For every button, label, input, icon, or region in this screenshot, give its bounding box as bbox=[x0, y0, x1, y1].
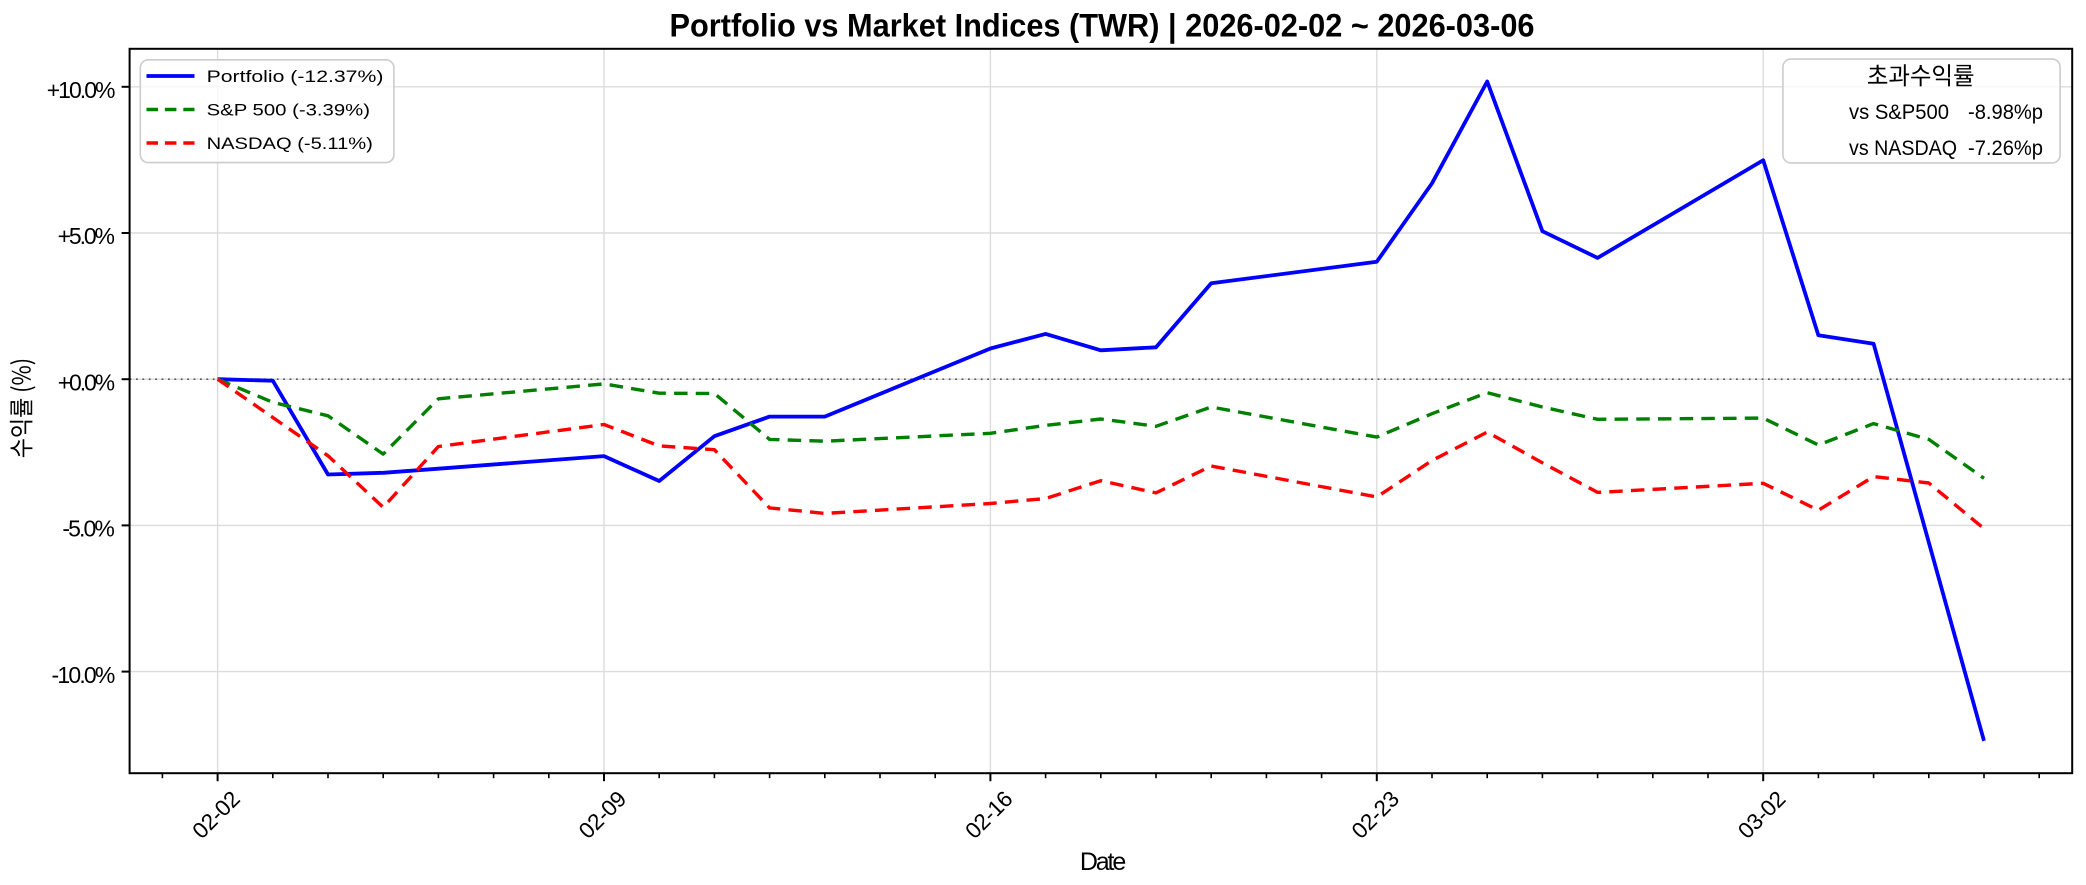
svg-text:Date: Date bbox=[1080, 848, 1125, 876]
svg-text:S&P 500 (-3.39%): S&P 500 (-3.39%) bbox=[207, 101, 370, 120]
svg-text:+10.0%: +10.0% bbox=[47, 77, 115, 103]
svg-text:+5.0%: +5.0% bbox=[58, 223, 115, 249]
svg-text:vs S&P500: vs S&P500 bbox=[1849, 101, 1949, 124]
svg-text:-5.0%: -5.0% bbox=[62, 516, 114, 542]
svg-text:-7.26%p: -7.26%p bbox=[1968, 137, 2043, 160]
svg-text:NASDAQ (-5.11%): NASDAQ (-5.11%) bbox=[207, 134, 373, 153]
svg-text:vs NASDAQ: vs NASDAQ bbox=[1849, 137, 1957, 160]
svg-text:-8.98%p: -8.98%p bbox=[1968, 101, 2043, 124]
svg-text:+0.0%: +0.0% bbox=[58, 369, 115, 395]
svg-text:-10.0%: -10.0% bbox=[52, 662, 115, 688]
svg-text:Portfolio (-12.37%): Portfolio (-12.37%) bbox=[207, 67, 384, 86]
svg-text:Portfolio vs Market Indices (T: Portfolio vs Market Indices (TWR) | 2026… bbox=[670, 8, 1535, 44]
